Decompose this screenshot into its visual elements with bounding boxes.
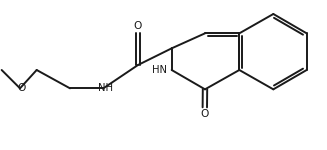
Text: O: O xyxy=(134,21,142,31)
Text: O: O xyxy=(18,83,26,93)
Text: O: O xyxy=(200,109,209,119)
Text: HN: HN xyxy=(152,65,167,75)
Text: NH: NH xyxy=(98,83,113,93)
